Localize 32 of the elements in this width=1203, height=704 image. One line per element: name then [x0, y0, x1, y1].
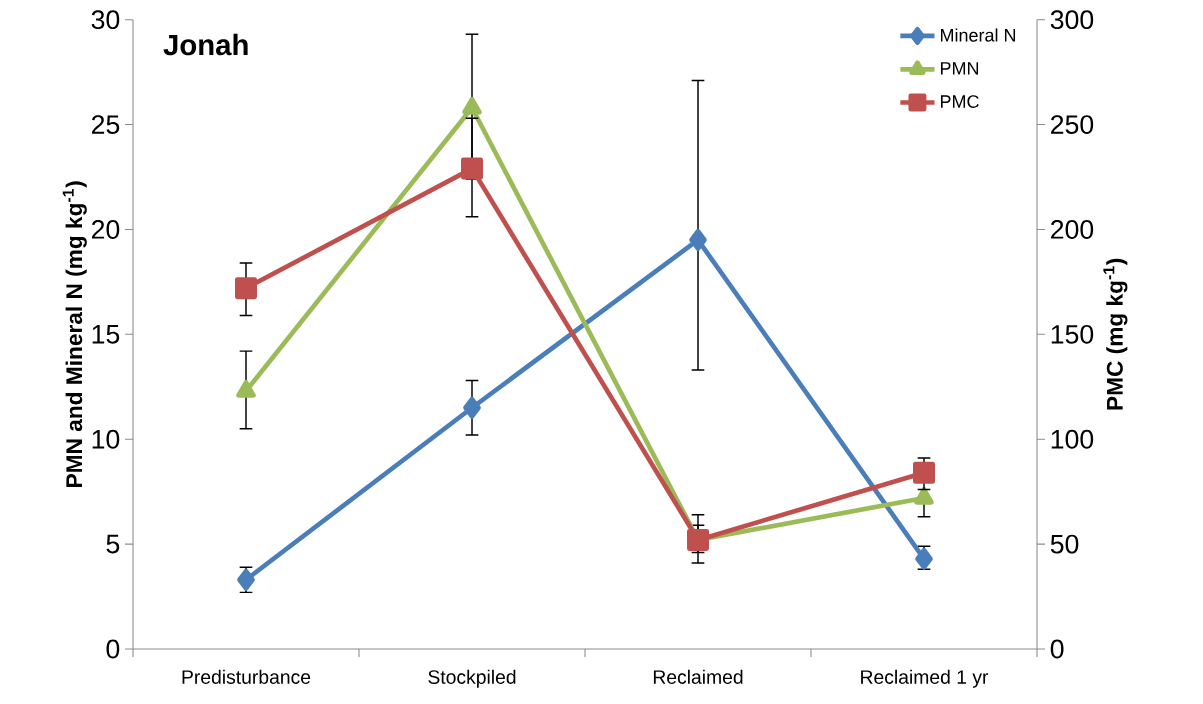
- x-tick-label: Predisturbance: [182, 669, 311, 684]
- y2-tick-label: 300: [1050, 10, 1094, 30]
- legend-label: PMC: [940, 95, 979, 108]
- y-tick-label: 10: [92, 429, 120, 449]
- y-tick-label: 15: [92, 325, 120, 344]
- y-tick-label: 20: [91, 220, 120, 239]
- point: [914, 486, 934, 505]
- y2-tick-label: 200: [1051, 220, 1094, 239]
- chart-title: Jonah: [163, 33, 248, 56]
- y-tick-label: 5: [106, 534, 120, 554]
- point: [461, 157, 484, 180]
- y-tick-label: 30: [91, 10, 120, 30]
- point: [689, 228, 707, 251]
- point: [463, 396, 481, 419]
- y-axis-title: PMN and Mineral N (mg kg$^{-1}$): [62, 181, 87, 487]
- x-tick-label: Reclaimed 1 yr: [861, 669, 989, 688]
- point: [462, 96, 482, 115]
- y2-axis-title: PMC (mg kg$^{-1}$): [1103, 258, 1128, 410]
- y2-tick-label: 50: [1050, 534, 1079, 554]
- y2-tick-label: 0: [1050, 639, 1064, 659]
- y2-tick-label: 100: [1051, 429, 1094, 449]
- legend-label: Mineral N: [940, 28, 1016, 42]
- point: [235, 277, 258, 300]
- y-tick-label: 0: [106, 639, 120, 659]
- x-tick-label: Stockpiled: [428, 669, 516, 688]
- y-tick-label: 25: [91, 115, 120, 134]
- y2-tick-label: 250: [1051, 115, 1094, 134]
- y2-tick-label: 150: [1051, 324, 1094, 344]
- x-tick-label: Reclaimed: [653, 669, 743, 684]
- legend-label: PMN: [940, 62, 979, 75]
- point: [913, 461, 936, 484]
- point: [236, 379, 256, 398]
